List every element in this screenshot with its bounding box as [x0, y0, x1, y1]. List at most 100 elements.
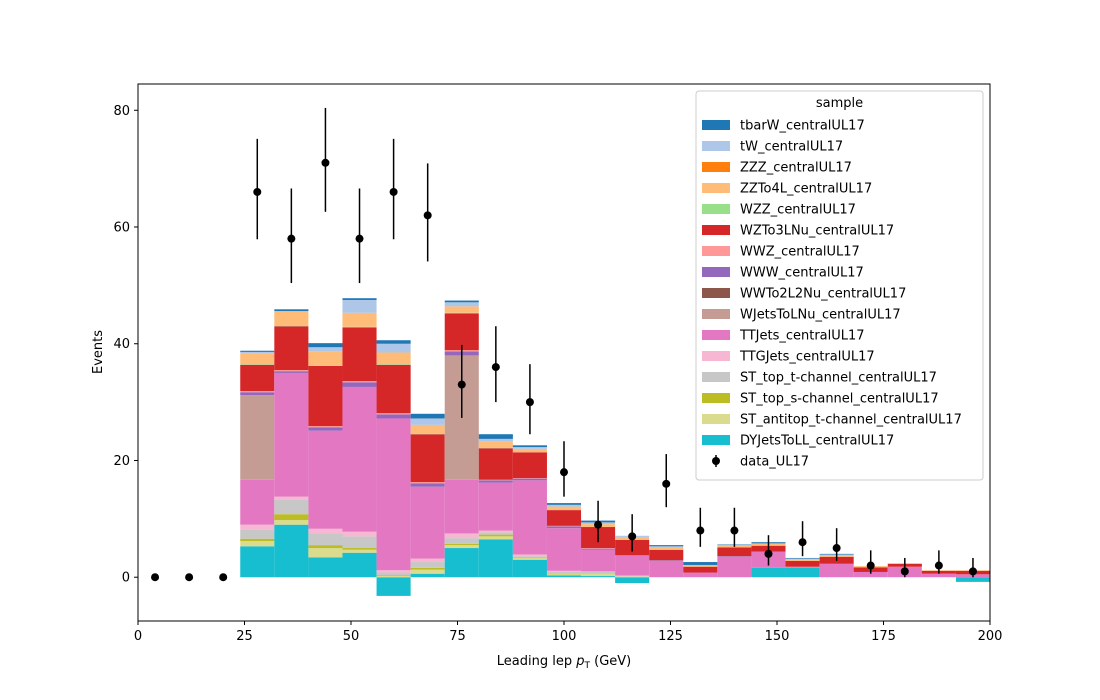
x-tick-label: 75: [449, 629, 466, 644]
bar-www-centralul17-bin-12: [649, 560, 684, 561]
bar-dyjetstoll-centralul17-bin-21: [955, 577, 990, 582]
data-point: [968, 567, 977, 576]
bar-ttgjets-centralul17-bin-11: [615, 575, 650, 577]
legend-swatch-ttjets-centralul17: [702, 330, 730, 340]
bar-dyjetstoll-centralul17-bin-10: [581, 576, 616, 578]
bar-dyjetstoll-centralul17-bin-7: [478, 539, 513, 578]
data-point: [389, 187, 398, 196]
bar-zzto4l-centralul17-bin-9: [546, 506, 582, 511]
bar-wwz-centralul17-bin-3: [342, 381, 377, 383]
bar-ttjets-centralul17-bin-0: [240, 479, 275, 525]
bar-wzto3lnu-centralul17-bin-13: [683, 566, 718, 573]
bar-st-top-s-channel-centralul17-bin-0: [240, 538, 275, 542]
bar-tw-centralul17-bin-16: [785, 558, 820, 560]
data-point: [594, 520, 603, 529]
bar-wwz-centralul17-bin-2: [308, 426, 343, 428]
bar-tw-centralul17-bin-13: [683, 564, 718, 566]
bar-st-top-s-channel-centralul17-bin-8: [512, 557, 547, 558]
bar-tbarw-centralul17-bin-12: [649, 545, 684, 547]
bar-wzz-centralul17-bin-7: [478, 447, 513, 449]
bar-www-centralul17-bin-7: [478, 480, 513, 483]
bar-www-centralul17-bin-1: [274, 371, 309, 373]
bar-tbarw-centralul17-bin-4: [376, 340, 411, 344]
bar-st-top-s-channel-centralul17-bin-1: [274, 514, 309, 521]
bar-ttjets-centralul17-bin-11: [615, 555, 650, 576]
bar-ttjets-centralul17-bin-18: [853, 571, 888, 578]
legend-label-ttjets-centralul17: TTJets_centralUL17: [739, 329, 865, 344]
bar-st-top-s-channel-centralul17-bin-4: [376, 575, 411, 577]
bar-st-antitop-t-channel-centralul17-bin-9: [546, 574, 582, 576]
bar-st-top-t-channel-centralul17-bin-3: [342, 536, 377, 549]
bar-ttgjets-centralul17-bin-10: [581, 571, 616, 572]
bar-st-antitop-t-channel-centralul17-bin-5: [410, 569, 445, 574]
data-point: [491, 363, 500, 372]
legend-label-st-top-s-channel-centralul17: ST_top_s-channel_centralUL17: [740, 392, 939, 407]
bar-wwz-centralul17-bin-7: [478, 479, 513, 481]
bar-dyjetstoll-centralul17-bin-5: [410, 573, 445, 578]
bar-wzto3lnu-centralul17-bin-4: [376, 364, 411, 414]
legend-swatch-st-top-t-channel-centralul17: [702, 372, 730, 382]
data-point: [151, 573, 160, 582]
bar-zzto4l-centralul17-bin-5: [410, 424, 445, 434]
x-tick-label: 150: [765, 629, 790, 644]
legend-swatch-dyjetstoll-centralul17: [702, 435, 730, 445]
bar-dyjetstoll-centralul17-bin-1: [274, 524, 309, 578]
bar-st-top-t-channel-centralul17-bin-0: [240, 529, 275, 539]
data-point: [798, 538, 807, 547]
bar-zzto4l-centralul17-bin-6: [444, 306, 479, 313]
y-tick-label: 20: [113, 454, 130, 469]
bar-st-antitop-t-channel-centralul17-bin-2: [308, 548, 343, 558]
bar-tw-centralul17-bin-2: [308, 347, 343, 352]
bar-dyjetstoll-centralul17-bin-15: [751, 567, 786, 578]
bar-www-centralul17-bin-3: [342, 382, 377, 387]
bar-ttgjets-centralul17-bin-7: [478, 530, 513, 533]
bar-www-centralul17-bin-8: [512, 478, 547, 481]
bar-st-antitop-t-channel-centralul17-bin-10: [581, 573, 616, 577]
data-point: [730, 526, 739, 535]
legend-swatch-wzto3lnu-centralul17: [702, 225, 730, 235]
x-tick-label: 50: [343, 629, 360, 644]
bar-ttjets-centralul17-bin-14: [717, 556, 752, 578]
bar-wzto3lnu-centralul17-bin-2: [308, 365, 343, 427]
legend-swatch-st-antitop-t-channel-centralul17: [702, 414, 730, 424]
bar-tw-centralul17-bin-12: [649, 546, 684, 548]
legend-swatch-tbarw-centralul17: [702, 120, 730, 130]
bar-zzto4l-centralul17-bin-3: [342, 312, 377, 327]
bar-st-top-s-channel-centralul17-bin-7: [478, 534, 513, 537]
data-point: [900, 567, 909, 576]
bar-dyjetstoll-centralul17-bin-6: [444, 548, 479, 578]
bar-st-top-s-channel-centralul17-bin-6: [444, 543, 479, 546]
bar-www-centralul17-bin-5: [410, 483, 445, 487]
bar-dyjetstoll-centralul17-bin-4: [376, 577, 411, 596]
legend-label-wwz-centralul17: WWZ_centralUL17: [740, 245, 860, 260]
bar-ttgjets-centralul17-bin-6: [444, 533, 479, 539]
bar-ttjets-centralul17-bin-10: [581, 549, 616, 572]
bar-ttjets-centralul17-bin-5: [410, 486, 445, 559]
bar-wwz-centralul17-bin-9: [546, 525, 582, 527]
legend-label-wwto2l2nu-centralul17: WWTo2L2Nu_centralUL17: [740, 287, 906, 302]
legend-label-zzz-centralul17: ZZZ_centralUL17: [740, 161, 852, 176]
bar-dyjetstoll-centralul17-bin-16: [785, 567, 820, 578]
bar-dyjetstoll-centralul17-bin-0: [240, 546, 275, 578]
bar-st-top-t-channel-centralul17-bin-4: [376, 572, 411, 576]
bar-ttjets-centralul17-bin-4: [376, 418, 411, 571]
bar-st-top-s-channel-centralul17-bin-2: [308, 545, 343, 549]
y-tick-label: 40: [113, 337, 130, 352]
data-point: [866, 561, 875, 570]
y-tick-label: 60: [113, 221, 130, 236]
legend-swatch-wwz-centralul17: [702, 246, 730, 256]
bar-tbarw-centralul17-bin-3: [342, 298, 377, 300]
bar-tbarw-centralul17-bin-13: [683, 562, 718, 565]
bar-wwz-centralul17-bin-8: [512, 477, 547, 479]
bar-wwz-centralul17-bin-5: [410, 482, 445, 484]
legend-label-wzto3lnu-centralul17: WZTo3LNu_centralUL17: [740, 224, 894, 239]
bar-www-centralul17-bin-9: [546, 526, 582, 529]
bar-wjetstolnu-centralul17-bin-0: [240, 395, 275, 480]
bar-ttgjets-centralul17-bin-0: [240, 524, 275, 530]
legend-swatch-zzto4l-centralul17: [702, 183, 730, 193]
bar-ttgjets-centralul17-bin-9: [546, 570, 582, 572]
legend-label-dyjetstoll-centralul17: DYJetsToLL_centralUL17: [740, 434, 894, 449]
bar-st-top-t-channel-centralul17-bin-10: [581, 571, 616, 574]
